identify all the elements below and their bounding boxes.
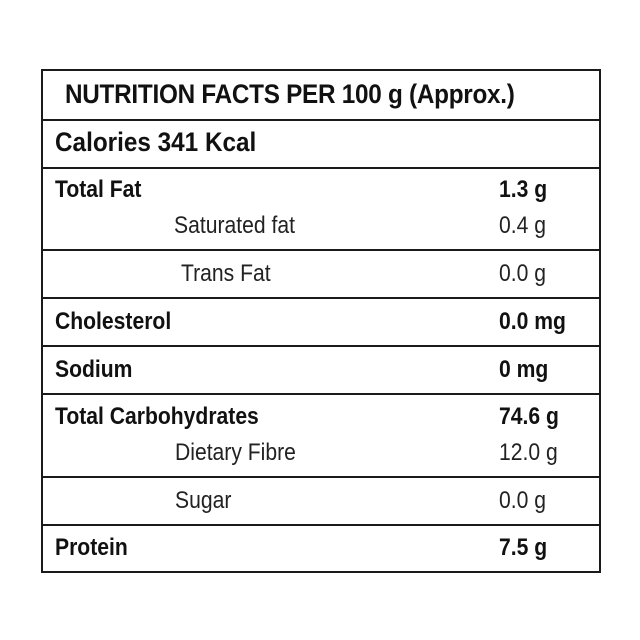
- sodium-label: Sodium: [55, 356, 133, 383]
- total-fat-label: Total Fat: [55, 176, 142, 203]
- table-title: NUTRITION FACTS PER 100 g (Approx.): [65, 79, 515, 109]
- total-carbohydrates-row: Total Carbohydrates 74.6 g Dietary Fibre…: [43, 395, 599, 478]
- saturated-fat-value: 0.4 g: [499, 212, 546, 239]
- sugar-label: Sugar: [175, 487, 232, 514]
- total-carbohydrates-label: Total Carbohydrates: [55, 403, 259, 430]
- sugar-row: Sugar 0.0 g: [43, 478, 599, 526]
- protein-value: 7.5 g: [499, 534, 548, 561]
- protein-row: Protein 7.5 g: [43, 526, 599, 571]
- dietary-fibre-value: 12.0 g: [499, 439, 558, 466]
- trans-fat-value: 0.0 g: [499, 260, 546, 287]
- protein-label: Protein: [55, 534, 128, 561]
- sodium-row: Sodium 0 mg: [43, 347, 599, 395]
- saturated-fat-label: Saturated fat: [174, 212, 295, 239]
- dietary-fibre-label: Dietary Fibre: [175, 439, 296, 466]
- nutrition-facts-table: NUTRITION FACTS PER 100 g (Approx.) Calo…: [41, 69, 601, 573]
- total-fat-value: 1.3 g: [499, 176, 548, 203]
- table-header-row: NUTRITION FACTS PER 100 g (Approx.): [43, 71, 599, 121]
- cholesterol-row: Cholesterol 0.0 mg: [43, 299, 599, 347]
- calories-label: Calories 341 Kcal: [55, 127, 257, 157]
- calories-row: Calories 341 Kcal: [43, 121, 599, 169]
- sodium-value: 0 mg: [499, 356, 549, 383]
- sugar-value: 0.0 g: [499, 487, 546, 514]
- total-fat-row: Total Fat 1.3 g Saturated fat 0.4 g: [43, 169, 599, 251]
- cholesterol-label: Cholesterol: [55, 308, 172, 335]
- total-carbohydrates-value: 74.6 g: [499, 403, 559, 430]
- cholesterol-value: 0.0 mg: [499, 308, 566, 335]
- trans-fat-row: Trans Fat 0.0 g: [43, 251, 599, 299]
- trans-fat-label: Trans Fat: [181, 260, 271, 287]
